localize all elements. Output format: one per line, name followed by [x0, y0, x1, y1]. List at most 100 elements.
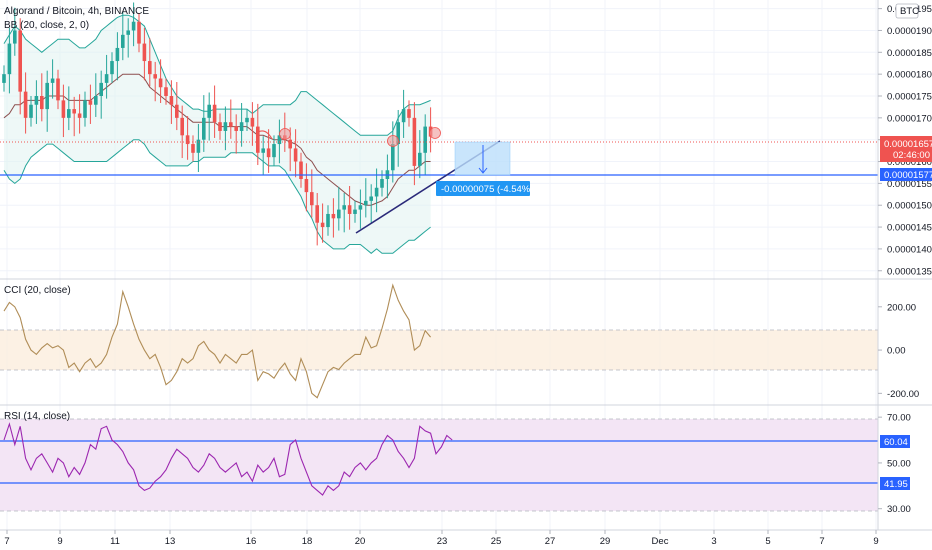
- cci-band-fill: [0, 330, 878, 370]
- candle-body: [288, 139, 292, 149]
- bollinger-band-fill: [4, 15, 431, 254]
- candle: [67, 86, 71, 131]
- candle: [137, 12, 141, 53]
- price-pane[interactable]: -0.00000075 (-4.54%) -75: [0, 2, 878, 254]
- candle: [18, 18, 22, 115]
- candle-body: [326, 213, 330, 228]
- candle: [320, 203, 325, 243]
- candle-body: [266, 148, 271, 158]
- cci-pane[interactable]: [0, 283, 878, 399]
- candle: [40, 73, 44, 122]
- time-axis[interactable]: 7 9 11 13 16 18 20 23 25 27 29 Dec 3 5 7 9: [4, 530, 879, 547]
- candle-body: [364, 200, 368, 206]
- candle: [110, 52, 114, 83]
- candle: [29, 96, 33, 127]
- horizontal-line-price: 0.00001577: [884, 170, 932, 181]
- bb-indicator-label[interactable]: BB (20, close, 2, 0): [4, 20, 89, 31]
- candle: [164, 78, 168, 105]
- candle-body: [196, 139, 201, 153]
- candle-body: [369, 196, 373, 201]
- candle-body: [250, 117, 255, 127]
- time-axis-label: 18: [302, 536, 313, 547]
- candle-body: [148, 61, 152, 75]
- candle: [272, 135, 276, 166]
- cci-indicator-label[interactable]: CCI (20, close): [4, 285, 71, 296]
- candle: [229, 99, 233, 139]
- candle-body: [67, 109, 71, 118]
- time-axis-label: 7: [4, 536, 9, 547]
- candle-body: [94, 96, 98, 105]
- candle-body: [50, 78, 55, 83]
- candle-body: [23, 91, 28, 118]
- rsi-indicator-label[interactable]: RSI (14, close): [4, 411, 70, 422]
- rsi-axis-label: 30.00: [887, 504, 911, 515]
- candle-body: [391, 144, 395, 171]
- candle-body: [401, 109, 406, 123]
- candle: [418, 130, 422, 179]
- candle: [245, 109, 249, 131]
- bollinger-basis-line: [3, 73, 431, 206]
- time-axis-label: 29: [600, 536, 611, 547]
- candle: [261, 136, 265, 176]
- candle: [142, 27, 147, 81]
- time-axis-label: 9: [873, 536, 878, 547]
- candle-body: [229, 122, 233, 127]
- candle-body: [13, 30, 17, 44]
- candle-body: [223, 122, 228, 131]
- rsi-pane[interactable]: [0, 418, 878, 512]
- arc-marker[interactable]: [257, 130, 273, 140]
- candle: [99, 70, 103, 119]
- candle-body: [175, 104, 179, 118]
- candle-body: [418, 152, 422, 166]
- candle: [180, 105, 184, 159]
- last-price-tag: 0.00001657 02:46:00: [880, 136, 932, 162]
- rsi-axis[interactable]: 70.00 50.00 30.00: [878, 413, 911, 516]
- candle: [223, 106, 228, 151]
- candle: [202, 95, 206, 152]
- candle: [326, 205, 330, 236]
- candle: [304, 163, 309, 212]
- candle-body: [99, 82, 103, 96]
- candle: [347, 186, 352, 230]
- time-axis-label: 7: [819, 536, 824, 547]
- candle: [353, 200, 357, 223]
- candle: [358, 189, 363, 229]
- cci-line: [3, 283, 432, 399]
- candle-body: [245, 117, 249, 123]
- candle-body: [315, 205, 319, 223]
- rsi-lower-value: 41.95: [884, 479, 908, 490]
- candle-body: [380, 179, 384, 188]
- candle-body: [310, 192, 314, 206]
- candle: [310, 169, 314, 218]
- candle-body: [158, 78, 163, 88]
- candle: [196, 123, 201, 173]
- candle-body: [18, 30, 22, 92]
- candle: [331, 198, 336, 238]
- candle-body: [299, 161, 303, 180]
- candle-body: [77, 113, 82, 118]
- time-axis-label: Dec: [652, 536, 669, 547]
- candle-body: [331, 213, 336, 219]
- circle-marker[interactable]: [279, 128, 291, 140]
- candle: [342, 192, 346, 233]
- candle: [72, 96, 76, 137]
- currency-badge[interactable]: BTC: [895, 3, 919, 19]
- candle: [175, 82, 179, 131]
- candle: [61, 84, 66, 138]
- candle-body: [261, 148, 265, 153]
- candle-body: [423, 126, 427, 153]
- bollinger-lower-line: [3, 139, 431, 254]
- candle-body: [153, 74, 157, 79]
- candle-body: [34, 96, 39, 105]
- circle-marker[interactable]: [387, 135, 399, 147]
- candle-body: [191, 144, 195, 153]
- candle-body: [342, 205, 346, 210]
- candle-body: [320, 222, 325, 228]
- circle-marker[interactable]: [429, 127, 441, 139]
- cci-axis[interactable]: 200.00 0.00 -200.00: [878, 302, 919, 400]
- rsi-lower-tag: 41.95: [880, 477, 910, 490]
- symbol-title[interactable]: Algorand / Bitcoin, 4h, BINANCE: [4, 6, 149, 17]
- candle: [148, 38, 152, 87]
